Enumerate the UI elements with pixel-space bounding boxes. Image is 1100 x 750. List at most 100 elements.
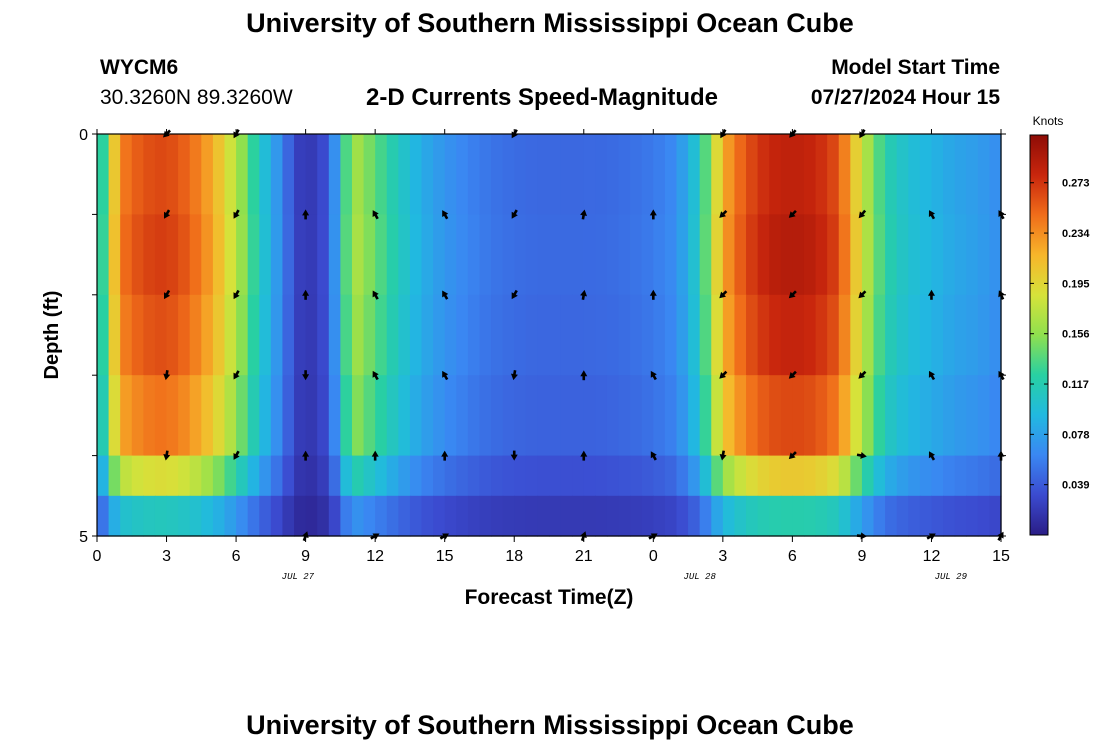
heatmap-cell bbox=[688, 455, 701, 497]
heatmap-cell bbox=[769, 214, 782, 296]
current-arrow bbox=[164, 289, 171, 300]
colorbar-tick-label: 0.273 bbox=[1062, 178, 1090, 190]
heatmap-cell bbox=[340, 375, 353, 457]
heatmap-cell bbox=[780, 294, 793, 376]
heatmap-cell bbox=[757, 495, 770, 537]
heatmap-cell bbox=[885, 455, 898, 497]
heatmap-cell bbox=[919, 375, 933, 457]
heatmap-cell bbox=[444, 294, 457, 376]
heatmap-cell bbox=[931, 134, 944, 215]
heatmap-cell bbox=[398, 294, 411, 376]
heatmap-cell bbox=[769, 134, 782, 215]
current-arrow bbox=[233, 209, 240, 219]
heatmap-cell bbox=[664, 294, 678, 376]
heatmap-cell bbox=[815, 455, 828, 497]
current-arrow bbox=[719, 370, 728, 379]
colorbar-tick-label: 0.234 bbox=[1062, 228, 1090, 240]
heatmap-cell bbox=[873, 294, 886, 376]
heatmap-cell bbox=[270, 294, 284, 376]
heatmap-cell bbox=[97, 214, 110, 296]
heatmap-cell bbox=[919, 134, 933, 215]
heatmap-cell bbox=[525, 294, 539, 376]
heatmap-cell bbox=[236, 294, 249, 376]
heatmap-cell bbox=[166, 134, 179, 215]
heatmap-cell bbox=[595, 294, 608, 376]
heatmap-cell bbox=[722, 134, 736, 215]
heatmap-cell bbox=[143, 375, 156, 457]
heatmap-cell bbox=[838, 375, 851, 457]
heatmap-cell bbox=[943, 455, 956, 497]
heatmap-cell bbox=[375, 495, 388, 537]
x-tick-label: 12 bbox=[923, 548, 941, 565]
heatmap-cell bbox=[827, 294, 840, 376]
heatmap-cell bbox=[583, 134, 596, 215]
x-tick-label: 3 bbox=[162, 548, 171, 565]
heatmap-cell bbox=[328, 375, 341, 457]
heatmap-cell bbox=[595, 375, 608, 457]
heatmap-cell bbox=[803, 495, 817, 537]
heatmap-cell bbox=[502, 134, 515, 215]
current-arrow bbox=[442, 370, 449, 381]
heatmap-cell bbox=[120, 375, 133, 457]
heatmap-cell bbox=[421, 134, 434, 215]
current-arrow bbox=[442, 290, 449, 300]
heatmap-cell bbox=[328, 495, 341, 537]
heatmap-cell bbox=[618, 214, 631, 296]
heatmap-cell bbox=[317, 134, 330, 215]
heatmap-cell bbox=[943, 495, 956, 537]
heatmap-cell bbox=[212, 294, 226, 376]
heatmap-cell bbox=[664, 375, 678, 457]
heatmap-cell bbox=[375, 375, 388, 457]
colorbar-gradient bbox=[1029, 134, 1049, 536]
heatmap-cell bbox=[873, 134, 886, 215]
heatmap-cell bbox=[861, 294, 875, 376]
heatmap-cell bbox=[827, 455, 840, 497]
current-arrow bbox=[441, 450, 449, 461]
heatmap-cell bbox=[734, 495, 747, 537]
heatmap-cell bbox=[270, 134, 284, 215]
heatmap-cell bbox=[815, 294, 828, 376]
heatmap-cell bbox=[908, 455, 921, 497]
heatmap-cell bbox=[757, 455, 770, 497]
station-id: WYCM6 bbox=[100, 56, 179, 79]
heatmap-cell bbox=[606, 495, 620, 537]
current-arrow bbox=[163, 370, 171, 381]
current-arrow bbox=[233, 450, 240, 460]
current-arrow bbox=[233, 129, 240, 139]
heatmap-cell bbox=[560, 294, 573, 376]
heatmap-cell bbox=[537, 495, 550, 537]
heatmap-cell bbox=[375, 294, 388, 376]
heatmap-cell bbox=[850, 455, 863, 497]
heatmap-cell bbox=[491, 134, 504, 215]
heatmap-cell bbox=[676, 495, 689, 537]
heatmap-cell bbox=[514, 294, 527, 376]
heatmap-cell bbox=[143, 294, 156, 376]
heatmap-cell bbox=[792, 455, 805, 497]
heatmap-cell bbox=[989, 495, 1002, 537]
heatmap-cell bbox=[351, 134, 365, 215]
heatmap-cell bbox=[97, 375, 110, 457]
heatmap-cell bbox=[722, 214, 736, 296]
heatmap-cell bbox=[919, 455, 933, 497]
heatmap-cell bbox=[977, 375, 991, 457]
heatmap-cell bbox=[746, 375, 759, 457]
heatmap-cell bbox=[120, 294, 133, 376]
heatmap-cell bbox=[131, 294, 144, 376]
heatmap-cell bbox=[618, 495, 631, 537]
heatmap-cell bbox=[815, 214, 828, 296]
heatmap-cell bbox=[943, 294, 956, 376]
heatmap-cell bbox=[989, 455, 1002, 497]
heatmap-cell bbox=[375, 134, 388, 215]
heatmap-cell bbox=[143, 495, 156, 537]
heatmap-cell bbox=[746, 134, 759, 215]
heatmap-cell bbox=[537, 294, 550, 376]
current-arrow bbox=[928, 370, 936, 381]
heatmap-cell bbox=[340, 214, 353, 296]
heatmap-cell bbox=[618, 375, 631, 457]
heatmap-cell bbox=[166, 294, 179, 376]
heatmap-cell bbox=[583, 375, 596, 457]
heatmap-cell bbox=[305, 455, 318, 497]
heatmap-cell bbox=[977, 134, 991, 215]
heatmap-cell bbox=[757, 214, 770, 296]
